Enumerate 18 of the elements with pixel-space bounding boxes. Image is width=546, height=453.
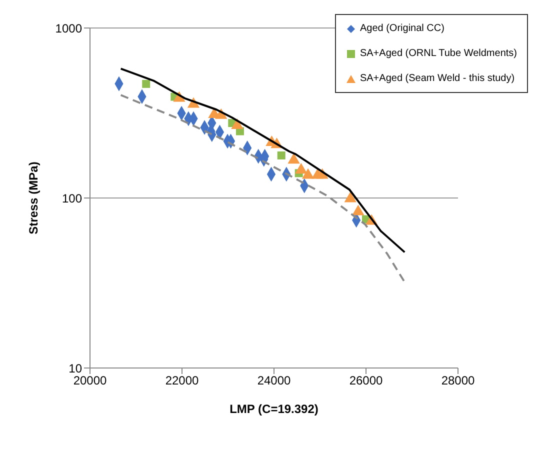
legend-label: Aged (Original CC) [360,23,444,34]
x-tick-label: 26000 [349,374,384,388]
line-series [120,94,406,284]
point [142,80,150,88]
point [277,151,286,160]
y-axis-title: Stress (MPa) [26,162,40,234]
y-tick-label: 10 [68,361,82,376]
x-tick-label: 22000 [165,374,200,388]
x-tick-label: 28000 [441,374,476,388]
legend-label: SA+Aged (Seam Weld - this study) [360,73,515,84]
legend-label: SA+Aged (ORNL Tube Weldments) [360,48,517,59]
x-tick-label: 24000 [257,374,292,388]
x-axis-title: LMP (C=19.392) [230,402,318,416]
point [295,163,308,174]
y-tick-label: 100 [62,191,82,206]
y-tick-label: 1000 [55,21,82,36]
x-tick-label: 20000 [73,374,108,388]
line-series [120,68,406,254]
